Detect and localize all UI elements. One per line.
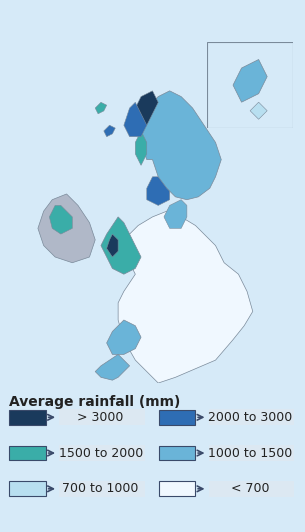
Polygon shape <box>107 234 118 257</box>
Polygon shape <box>233 60 267 102</box>
Polygon shape <box>118 211 253 383</box>
FancyBboxPatch shape <box>9 410 46 425</box>
FancyBboxPatch shape <box>9 446 46 461</box>
Polygon shape <box>164 200 187 228</box>
FancyBboxPatch shape <box>159 481 195 496</box>
Polygon shape <box>135 131 147 165</box>
Polygon shape <box>49 205 72 234</box>
Text: < 700: < 700 <box>231 483 269 495</box>
Polygon shape <box>95 102 107 114</box>
Polygon shape <box>147 177 170 205</box>
FancyBboxPatch shape <box>59 480 145 497</box>
Polygon shape <box>101 217 141 274</box>
FancyBboxPatch shape <box>9 481 46 496</box>
Text: 1000 to 1500: 1000 to 1500 <box>208 446 292 460</box>
Polygon shape <box>250 102 267 119</box>
Text: 1500 to 2000: 1500 to 2000 <box>59 446 143 460</box>
FancyBboxPatch shape <box>209 480 294 497</box>
Text: 2000 to 3000: 2000 to 3000 <box>208 411 292 424</box>
Text: 700 to 1000: 700 to 1000 <box>63 483 139 495</box>
FancyBboxPatch shape <box>159 410 195 425</box>
Polygon shape <box>104 125 115 137</box>
FancyBboxPatch shape <box>209 445 294 461</box>
Polygon shape <box>135 91 158 131</box>
FancyBboxPatch shape <box>59 445 145 461</box>
Polygon shape <box>38 194 95 263</box>
Polygon shape <box>141 91 221 200</box>
Polygon shape <box>95 354 130 380</box>
Polygon shape <box>124 102 147 137</box>
FancyBboxPatch shape <box>209 409 294 426</box>
Text: Average rainfall (mm): Average rainfall (mm) <box>9 395 181 409</box>
FancyBboxPatch shape <box>159 446 195 461</box>
Polygon shape <box>107 320 141 354</box>
Text: > 3000: > 3000 <box>77 411 124 424</box>
FancyBboxPatch shape <box>59 409 145 426</box>
